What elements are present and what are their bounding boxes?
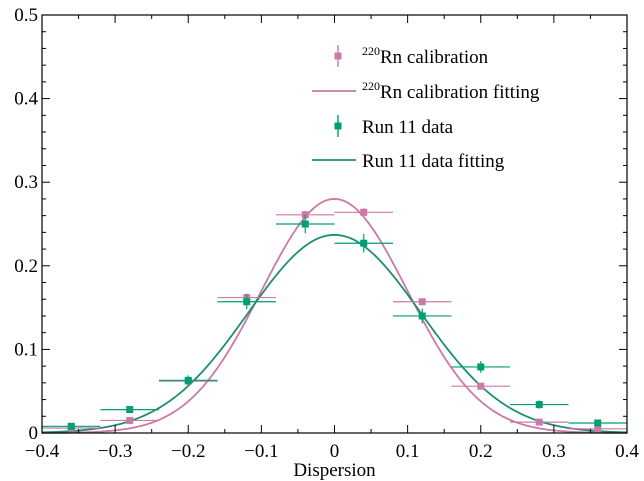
series-points-2: [42, 215, 627, 430]
y-tick-label: 0.5: [14, 5, 38, 26]
data-point: [126, 406, 133, 413]
x-tick-label: −0.2: [171, 441, 205, 462]
data-point: [360, 240, 367, 247]
y-tick-label: 0.2: [14, 256, 38, 277]
data-point: [477, 383, 484, 390]
data-point: [594, 419, 601, 426]
x-tick-label: 0: [330, 441, 340, 462]
y-tick-label: 0.1: [14, 339, 38, 360]
legend-marker: [335, 123, 342, 130]
legend-label-text: Run 11 data fitting: [362, 151, 505, 172]
data-point: [243, 298, 250, 305]
x-axis-title: Dispersion: [293, 460, 376, 481]
data-point: [536, 401, 543, 408]
legend-marker: [335, 53, 342, 60]
data-point: [185, 377, 192, 384]
data-point: [477, 363, 484, 370]
legend-label-text: Run 11 data: [362, 117, 454, 138]
axes-layer: −0.4 −0.3 −0.2 −0.1 0 0.1 0.2 0.3 0.4 0 0.1 0.2 0.3 0…: [14, 5, 639, 462]
legend-label-text: Rn calibration: [380, 47, 489, 68]
x-tick-label: 0.4: [615, 441, 639, 462]
legend-label: 220Rn calibration: [362, 44, 489, 68]
legend-label: 220Rn calibration fitting: [362, 79, 540, 103]
legend-label: Run 11 data fitting: [362, 151, 505, 172]
legend-label: Run 11 data: [362, 117, 454, 138]
y-tick-label: 0.3: [14, 172, 38, 193]
x-tick-label: −0.4: [25, 441, 60, 462]
legend-label-text: Rn calibration fitting: [380, 82, 540, 103]
x-tick-label: −0.3: [98, 441, 132, 462]
series-points-0: [42, 208, 627, 432]
data-layer: [42, 199, 627, 433]
data-point: [68, 423, 75, 430]
data-point: [419, 312, 426, 319]
y-tick-label: 0: [29, 423, 39, 444]
data-point: [360, 209, 367, 216]
data-point: [419, 298, 426, 305]
data-point: [536, 419, 543, 426]
data-point: [126, 417, 133, 424]
x-tick-label: 0.1: [396, 441, 420, 462]
x-tick-label: 0.2: [469, 441, 493, 462]
y-tick-label: 0.4: [14, 89, 38, 110]
legend-label-superscript: 220: [362, 44, 380, 58]
legend-label-superscript: 220: [362, 79, 380, 93]
x-tick-label: 0.3: [542, 441, 566, 462]
x-tick-label: −0.1: [244, 441, 278, 462]
data-point: [302, 221, 309, 228]
